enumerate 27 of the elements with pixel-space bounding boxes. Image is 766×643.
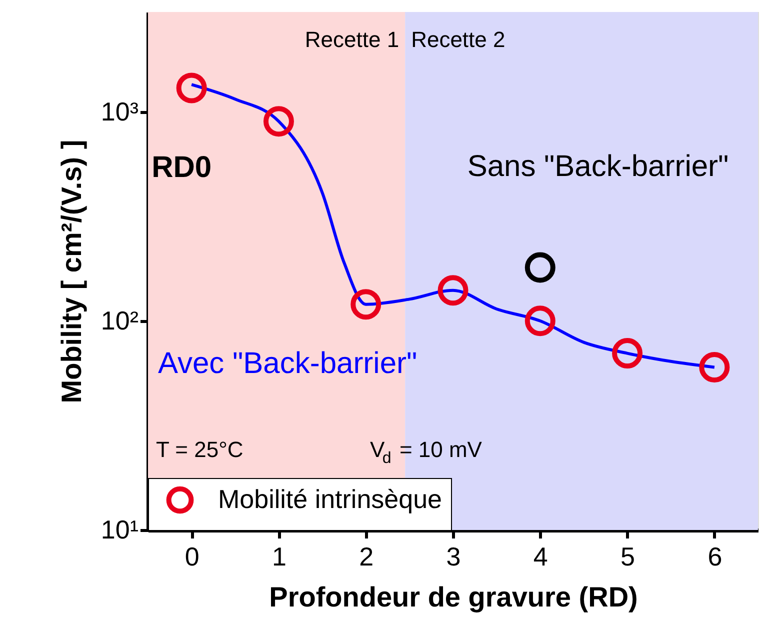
point [176, 72, 207, 104]
x-tick-label: 4 [533, 542, 548, 572]
point [438, 275, 468, 306]
y-tick-label: 10¹ [100, 514, 139, 544]
x-tick-label: 1 [272, 542, 286, 572]
point [263, 106, 294, 137]
x-tick-label: 3 [446, 542, 461, 572]
y-tick-label: 10² [100, 305, 139, 336]
x-tick-label: 0 [184, 542, 200, 572]
x-axis-title: Profondeur de gravure (RD) [269, 582, 638, 612]
y-axis-title: Mobility [ cm²/(V.s) ] [56, 140, 87, 404]
y-tick-label: 10³ [100, 96, 139, 126]
point [524, 306, 556, 336]
x-tick-label: 5 [620, 542, 636, 572]
annotation: RD0 [152, 150, 212, 184]
point [612, 338, 643, 368]
point [699, 352, 730, 382]
point [350, 289, 382, 320]
text: Sans "Back-barrier" [467, 150, 729, 183]
legend-label: Mobilité intrinsèque [218, 484, 442, 514]
band-label: Recette 2 [411, 27, 506, 52]
annotation: T = 25°C [156, 437, 244, 462]
band-label: Recette 1 [304, 27, 400, 52]
x-tick-label: 2 [359, 542, 374, 572]
point [524, 252, 556, 283]
series-label: Avec "Back-barrier" [158, 347, 418, 380]
x-tick-label: 6 [708, 542, 722, 572]
